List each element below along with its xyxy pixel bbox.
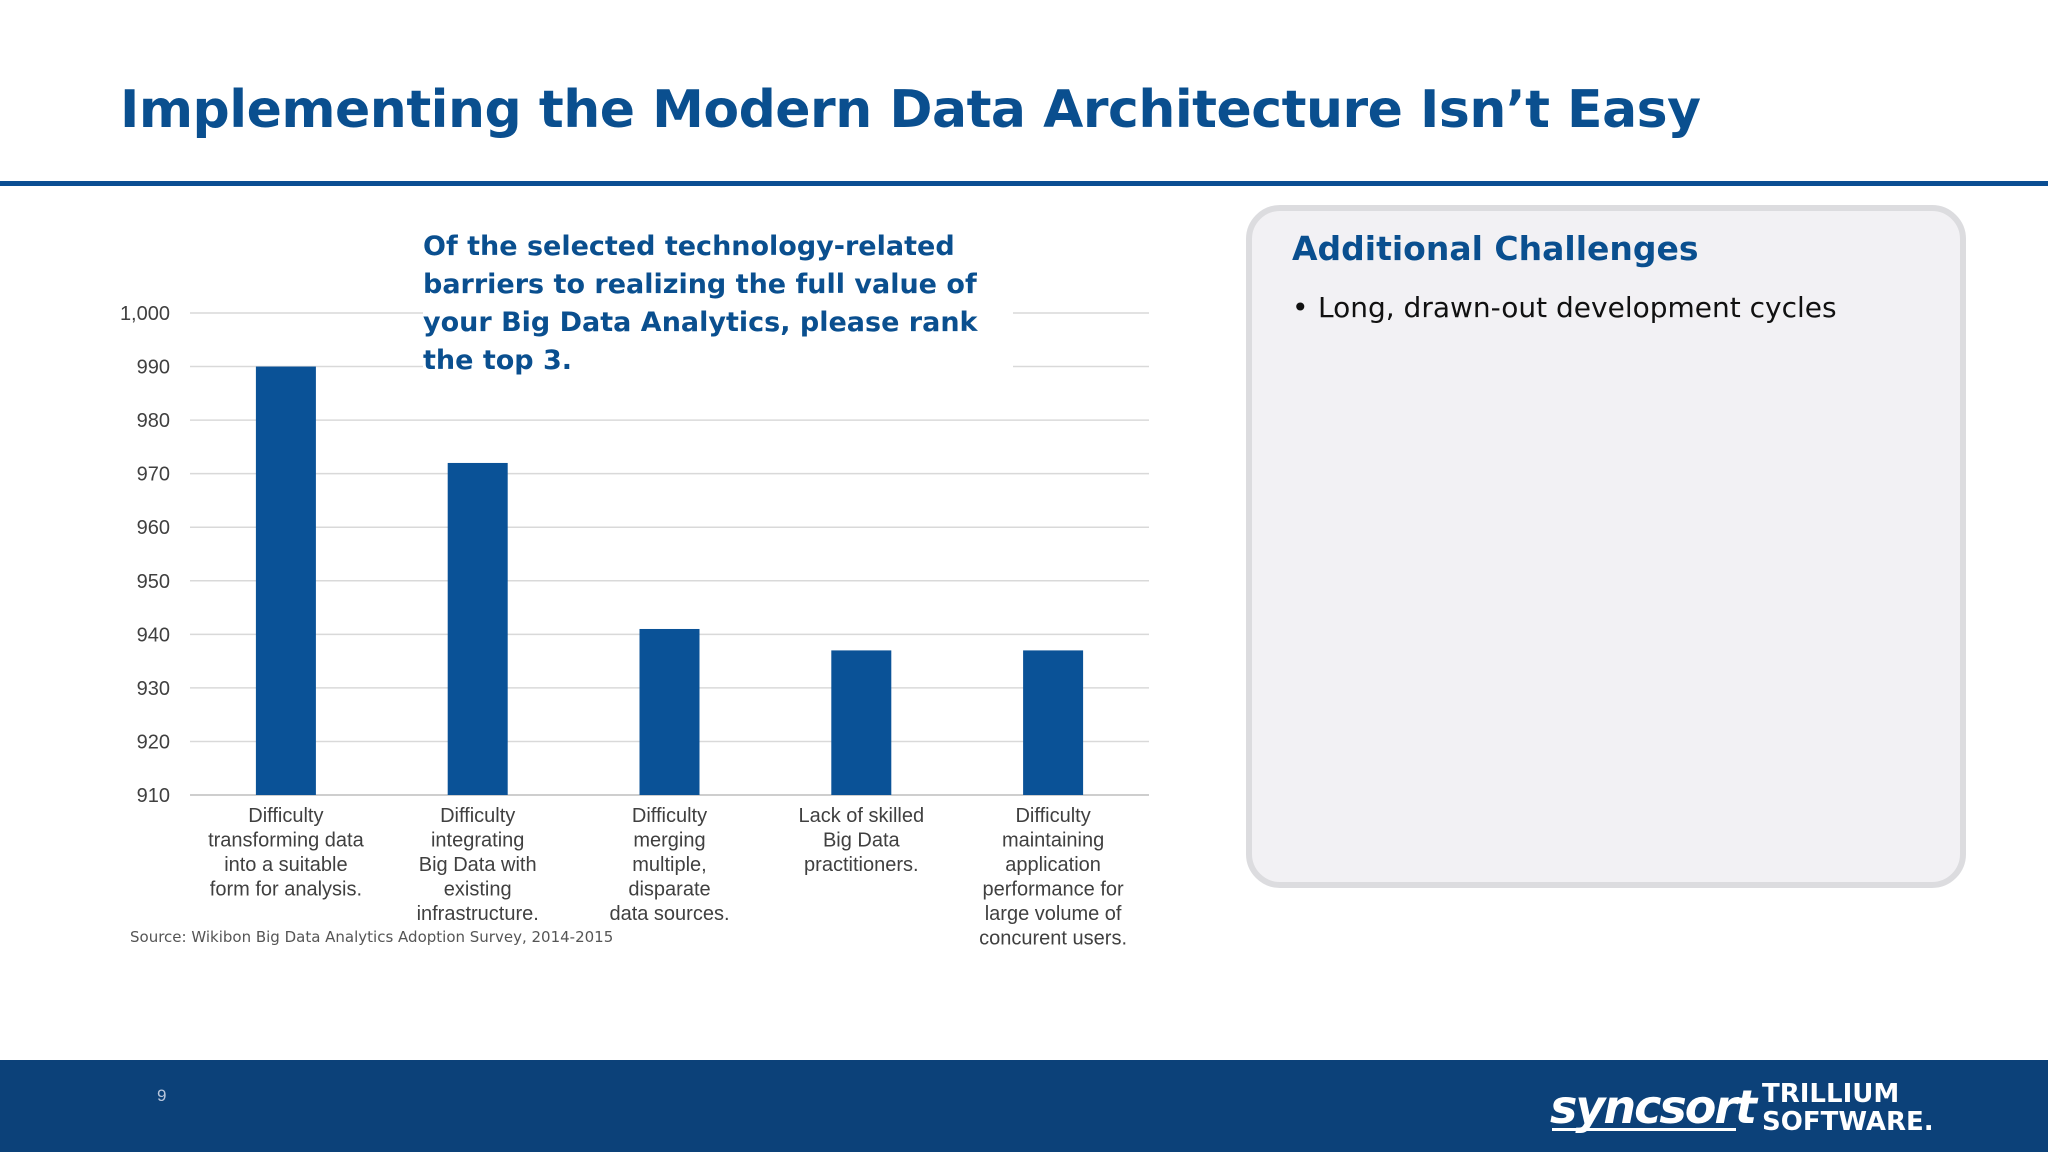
x-tick-label: Difficulty maintaining application performa… (979, 805, 1127, 950)
x-tick-label-line: existing (444, 879, 512, 901)
page-number: 9 (157, 1086, 167, 1105)
syncsort-logo: syncsort (1550, 1080, 1757, 1134)
footer-bar: 9 syncsort TRILLIUM SOFTWARE. (0, 1060, 2048, 1152)
x-tick-label-line: Difficulty (1015, 805, 1090, 827)
title-divider (0, 181, 2048, 186)
list-item: • Long, drawn-out development cycles (1292, 291, 1837, 324)
additional-challenges-panel: Additional Challenges • Long, drawn-out d… (1246, 205, 1966, 888)
x-tick-label: Difficulty integrating Big Data with existi… (417, 805, 539, 925)
bar (831, 650, 892, 795)
x-tick-label-line: transforming data (208, 830, 365, 852)
y-tick-label: 960 (137, 517, 170, 539)
x-tick-label-line: infrastructure. (417, 903, 539, 925)
panel-title: Additional Challenges (1292, 229, 1699, 268)
bar (1023, 650, 1084, 795)
y-tick-label: 920 (137, 731, 170, 753)
y-tick-label: 950 (137, 571, 170, 593)
x-tick-label: Difficulty merging multiple, disparate data … (609, 805, 729, 925)
bar-chart: 910 920 930 940 950 960 970 980 990 1,000 Difficul… (90, 210, 1190, 980)
x-tick-label-line: integrating (431, 830, 524, 852)
x-tick-label-line: concurent users. (979, 928, 1127, 950)
x-tick-label-line: Difficulty (632, 805, 707, 827)
slide-title: Implementing the Modern Data Architectur… (120, 80, 1701, 140)
x-tick-label-line: Lack of skilled (798, 805, 924, 827)
x-tick-label-line: merging (633, 830, 705, 852)
x-tick-label-line: form for analysis. (210, 879, 362, 901)
y-tick-label: 910 (137, 785, 170, 807)
y-tick-label: 930 (137, 678, 170, 700)
chart-plot: 910 920 930 940 950 960 970 980 990 1,000 Difficul… (120, 303, 1149, 950)
trillium-logo-line1: TRILLIUM (1762, 1079, 1900, 1109)
company-logo: syncsort TRILLIUM SOFTWARE. (1550, 1078, 1934, 1138)
bar (447, 462, 508, 795)
x-tick-label-line: maintaining (1002, 830, 1104, 852)
bullet-icon: • (1292, 291, 1309, 324)
y-tick-label: 990 (137, 357, 170, 379)
trillium-logo: TRILLIUM SOFTWARE. (1762, 1080, 1934, 1136)
challenges-list: • Long, drawn-out development cycles (1292, 291, 1837, 324)
x-tick-label-line: Big Data with (419, 854, 537, 876)
x-tick-label-line: large volume of (985, 903, 1122, 925)
y-tick-label: 1,000 (120, 303, 170, 325)
x-tick-label-line: multiple, (632, 854, 706, 876)
chart-source: Source: Wikibon Big Data Analytics Adopt… (130, 928, 614, 946)
x-tick-label-line: application (1005, 854, 1101, 876)
x-tick-label: Lack of skilled Big Data practitioners. (798, 805, 924, 876)
x-tick-label-line: Difficulty (440, 805, 515, 827)
y-tick-label: 940 (137, 624, 170, 646)
chart-title: Of the selected technology-related barri… (423, 224, 1013, 390)
x-tick-label-line: practitioners. (804, 854, 919, 876)
list-item-text: Long, drawn-out development cycles (1318, 291, 1837, 324)
logo-underline (1552, 1128, 1736, 1131)
x-tick-label-line: Difficulty (248, 805, 323, 827)
x-tick-label-line: performance for (983, 879, 1125, 901)
bar (639, 628, 700, 795)
x-tick-label-line: Big Data (823, 830, 901, 852)
bar (255, 366, 316, 795)
x-tick-label-line: into a suitable (224, 854, 347, 876)
x-tick-label-line: data sources. (609, 903, 729, 925)
trillium-logo-line2: SOFTWARE. (1762, 1107, 1934, 1137)
x-tick-label-line: disparate (628, 879, 710, 901)
x-tick-label: Difficulty transforming data into a suitab… (208, 805, 365, 901)
y-tick-label: 980 (137, 410, 170, 432)
y-tick-label: 970 (137, 464, 170, 486)
